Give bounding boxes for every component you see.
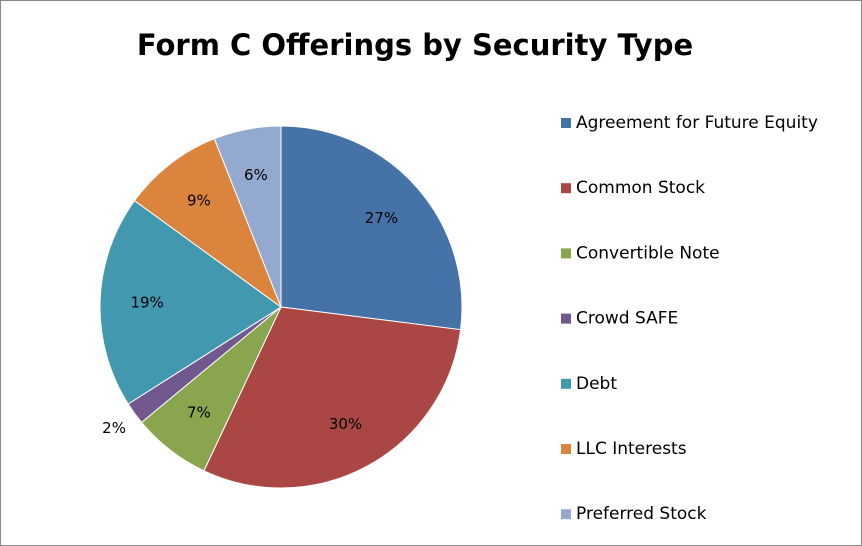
pie-slice <box>99 199 282 405</box>
legend-label: Preferred Stock <box>576 504 707 524</box>
legend-label: LLC Interests <box>576 439 687 459</box>
legend-swatch <box>561 509 571 520</box>
pie-slice <box>133 138 283 309</box>
pie-slice <box>280 125 463 331</box>
legend-swatch <box>561 313 571 324</box>
data-label: 27% <box>365 209 398 227</box>
legend-swatch <box>561 118 571 128</box>
legend-swatch <box>561 183 571 194</box>
data-label: 6% <box>244 166 268 184</box>
legend-label: Common Stock <box>576 178 705 198</box>
legend-label: Debt <box>576 374 617 394</box>
data-label: 2% <box>102 419 126 437</box>
legend-label: Agreement for Future Equity <box>576 113 818 133</box>
chart-title: Form C Offerings by Security Type <box>137 28 693 62</box>
pie-slice <box>213 125 282 308</box>
data-label: 19% <box>130 293 163 311</box>
pie-slice <box>203 306 462 489</box>
legend-swatch <box>561 248 571 259</box>
data-label: 7% <box>187 403 211 421</box>
legend-swatch <box>561 444 571 454</box>
data-label: 9% <box>187 192 211 210</box>
legend-swatch <box>561 378 571 389</box>
legend-label: Crowd SAFE <box>576 309 678 329</box>
legend-label: Convertible Note <box>576 243 720 263</box>
data-label: 30% <box>329 415 362 433</box>
